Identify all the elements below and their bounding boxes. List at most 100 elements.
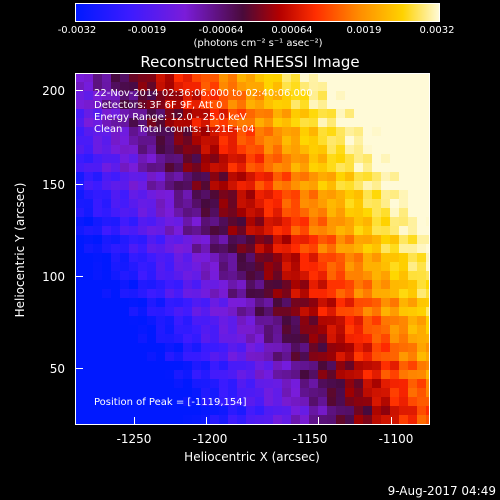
image-pixel: [219, 298, 228, 307]
image-pixel: [408, 136, 417, 145]
image-pixel: [102, 73, 111, 82]
image-pixel: [309, 307, 318, 316]
image-pixel: [282, 424, 291, 425]
image-pixel: [345, 397, 354, 406]
image-pixel: [201, 82, 210, 91]
x-axis-label: Heliocentric X (arcsec): [184, 450, 320, 464]
image-pixel: [201, 298, 210, 307]
image-pixel: [408, 154, 417, 163]
image-pixel: [291, 235, 300, 244]
image-pixel: [273, 181, 282, 190]
image-pixel: [192, 145, 201, 154]
image-pixel: [156, 136, 165, 145]
image-pixel: [237, 379, 246, 388]
image-pixel: [84, 343, 93, 352]
image-pixel: [426, 361, 430, 370]
image-pixel: [354, 298, 363, 307]
image-pixel: [417, 352, 426, 361]
image-pixel: [417, 145, 426, 154]
image-pixel: [102, 370, 111, 379]
image-pixel: [147, 109, 156, 118]
image-pixel: [318, 280, 327, 289]
image-pixel: [318, 181, 327, 190]
image-pixel: [237, 208, 246, 217]
image-pixel: [192, 361, 201, 370]
image-pixel: [417, 388, 426, 397]
image-pixel: [426, 208, 430, 217]
image-pixel: [390, 109, 399, 118]
image-pixel: [273, 388, 282, 397]
image-pixel: [417, 325, 426, 334]
image-pixel: [210, 109, 219, 118]
image-pixel: [345, 154, 354, 163]
image-pixel: [363, 190, 372, 199]
image-pixel: [147, 91, 156, 100]
image-pixel: [372, 388, 381, 397]
image-pixel: [174, 388, 183, 397]
image-pixel: [174, 199, 183, 208]
image-pixel: [264, 226, 273, 235]
image-pixel: [291, 154, 300, 163]
image-pixel: [228, 397, 237, 406]
image-pixel: [372, 289, 381, 298]
image-pixel: [381, 190, 390, 199]
image-pixel: [273, 406, 282, 415]
image-pixel: [273, 217, 282, 226]
image-pixel: [336, 118, 345, 127]
image-pixel: [219, 244, 228, 253]
image-pixel: [183, 352, 192, 361]
image-pixel: [426, 253, 430, 262]
image-pixel: [417, 361, 426, 370]
image-pixel: [417, 136, 426, 145]
image-pixel: [120, 262, 129, 271]
image-pixel: [363, 73, 372, 82]
image-pixel: [219, 73, 228, 82]
image-pixel: [93, 199, 102, 208]
image-pixel: [426, 316, 430, 325]
image-pixel: [165, 226, 174, 235]
image-pixel: [75, 226, 84, 235]
image-pixel: [273, 235, 282, 244]
image-pixel: [201, 280, 210, 289]
image-pixel: [399, 397, 408, 406]
image-pixel: [147, 118, 156, 127]
image-pixel: [120, 415, 129, 424]
image-pixel: [111, 136, 120, 145]
image-pixel: [183, 262, 192, 271]
image-pixel: [219, 217, 228, 226]
image-pixel: [291, 262, 300, 271]
image-pixel: [75, 316, 84, 325]
image-pixel: [291, 298, 300, 307]
image-pixel: [426, 217, 430, 226]
image-pixel: [282, 361, 291, 370]
image-pixel: [372, 253, 381, 262]
image-pixel: [246, 91, 255, 100]
image-pixel: [291, 172, 300, 181]
image-pixel: [75, 280, 84, 289]
image-pixel: [192, 352, 201, 361]
image-pixel: [120, 163, 129, 172]
image-pixel: [219, 199, 228, 208]
image-pixel: [120, 316, 129, 325]
image-pixel: [156, 316, 165, 325]
image-pixel: [156, 406, 165, 415]
image-pixel: [165, 343, 174, 352]
image-pixel: [246, 397, 255, 406]
image-pixel: [183, 163, 192, 172]
image-pixel: [156, 244, 165, 253]
image-pixel: [381, 181, 390, 190]
image-pixel: [111, 172, 120, 181]
image-pixel: [102, 325, 111, 334]
image-pixel: [111, 406, 120, 415]
image-pixel: [399, 100, 408, 109]
image-pixel: [390, 118, 399, 127]
image-pixel: [75, 361, 84, 370]
image-pixel: [363, 361, 372, 370]
image-pixel: [363, 163, 372, 172]
image-pixel: [84, 109, 93, 118]
image-pixel: [111, 217, 120, 226]
y-tick-label: 100: [42, 270, 65, 284]
image-pixel: [354, 244, 363, 253]
image-pixel: [147, 271, 156, 280]
image-pixel: [426, 424, 430, 425]
